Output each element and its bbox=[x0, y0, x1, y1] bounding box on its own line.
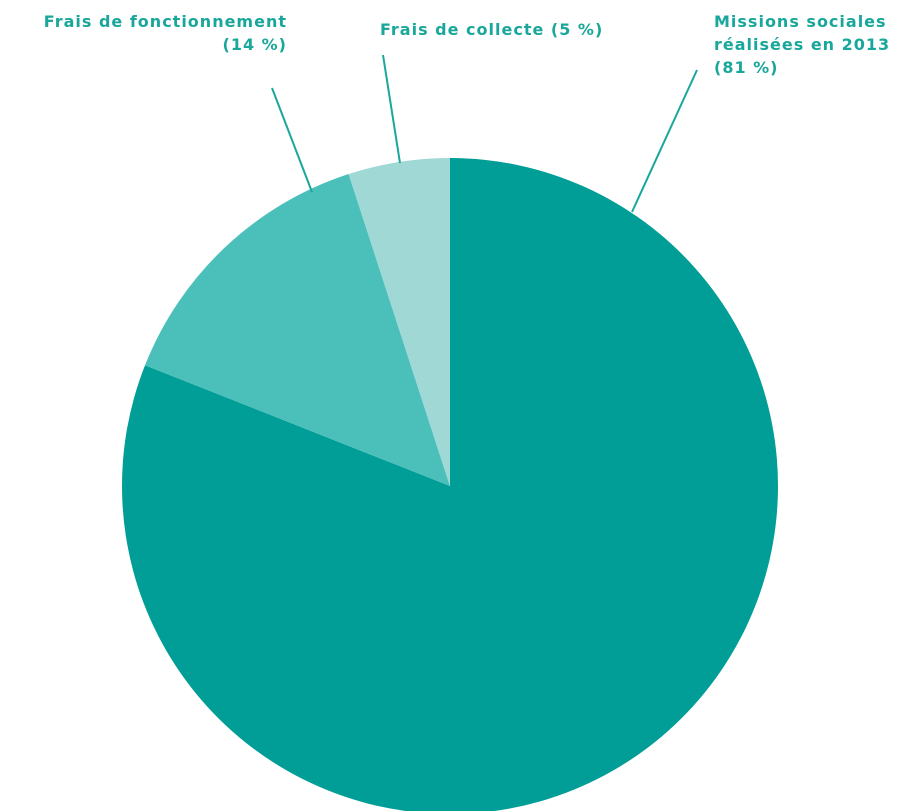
pie-slice bbox=[122, 158, 778, 811]
leader-line bbox=[631, 69, 698, 213]
value-label: (14 %) bbox=[222, 35, 287, 54]
slice-label: Frais de collecte (5 %) bbox=[380, 18, 603, 41]
value-label: (81 %) bbox=[714, 58, 779, 77]
leader-line bbox=[271, 87, 313, 193]
slice-label: Missions sociales réalisées en 2013 (81 … bbox=[714, 10, 919, 79]
category-label: Frais de collecte bbox=[380, 20, 545, 39]
value-label: (5 %) bbox=[550, 20, 604, 39]
slice-label: Frais de fonctionnement (14 %) bbox=[0, 10, 287, 56]
pie-slice bbox=[348, 158, 450, 486]
leader-line bbox=[382, 54, 401, 164]
category-label: Missions sociales réalisées en 2013 bbox=[714, 12, 891, 54]
category-label: Frais de fonctionnement bbox=[43, 12, 287, 31]
pie-slice bbox=[145, 174, 450, 486]
